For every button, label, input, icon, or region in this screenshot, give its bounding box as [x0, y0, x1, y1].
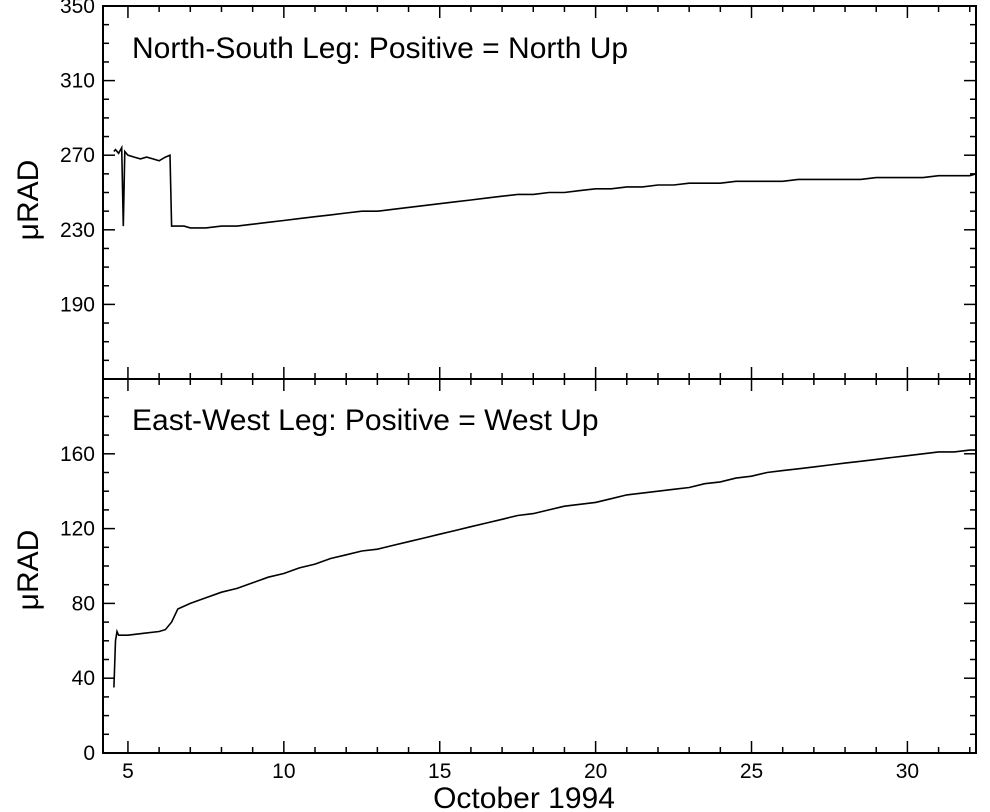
ytick-label: 0	[83, 742, 95, 765]
xtick-label: 25	[740, 760, 763, 783]
ytick-label: 190	[60, 293, 95, 316]
xtick-label: 5	[122, 760, 134, 783]
p0-ylabel: μRAD	[12, 160, 45, 241]
p0-series-line	[113, 144, 977, 229]
x-axis-label: October 1994	[433, 782, 615, 812]
panel-east-west: 0 40 80 120 160 5 10 15 20 25 30 East-West Leg: P…	[12, 378, 976, 812]
ytick-label: 120	[60, 518, 95, 541]
p0-title: North-South Leg: Positive = North Up	[132, 32, 628, 65]
ytick-label: 160	[60, 443, 95, 466]
ytick-label: 350	[60, 0, 95, 18]
ytick-label: 80	[72, 592, 95, 615]
p1-ytick-labels: 0 40 80 120 160	[60, 443, 95, 765]
xtick-label: 30	[896, 760, 919, 783]
p1-series-line	[113, 449, 976, 688]
p0-ytick-labels: 190 230 270 310 350	[60, 0, 95, 316]
ytick-label: 270	[60, 144, 95, 167]
xtick-label: 10	[272, 760, 295, 783]
ytick-label: 40	[72, 667, 95, 690]
xtick-label: 15	[428, 760, 451, 783]
p1-title: East-West Leg: Positive = West Up	[132, 404, 599, 437]
panel-north-south: 190 230 270 310 350 North-South Leg: Positiv…	[12, 0, 977, 380]
xtick-label: 20	[584, 760, 607, 783]
p1-xtick-labels: 5 10 15 20 25 30	[122, 760, 919, 783]
p1-ylabel: μRAD	[12, 530, 45, 611]
ytick-label: 230	[60, 219, 95, 242]
ytick-label: 310	[60, 70, 95, 93]
